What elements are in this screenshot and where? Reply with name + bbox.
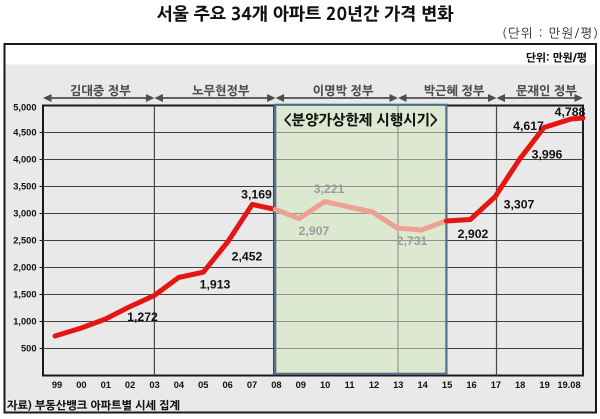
svg-text:06: 06 <box>223 380 233 390</box>
svg-text:3,996: 3,996 <box>532 147 563 161</box>
svg-text:3,307: 3,307 <box>504 197 535 211</box>
svg-text:09: 09 <box>296 380 306 390</box>
svg-text:1,913: 1,913 <box>200 277 231 291</box>
svg-text:11: 11 <box>345 380 355 390</box>
svg-text:4,788: 4,788 <box>555 105 586 119</box>
svg-text:19: 19 <box>539 380 549 390</box>
svg-text:1,000: 1,000 <box>13 317 36 327</box>
svg-text:2,000: 2,000 <box>13 263 36 273</box>
svg-text:05: 05 <box>198 380 208 390</box>
svg-text:10: 10 <box>320 380 330 390</box>
svg-text:3,000: 3,000 <box>13 209 36 219</box>
svg-text:16: 16 <box>466 380 476 390</box>
svg-text:3,500: 3,500 <box>13 182 36 192</box>
svg-text:17: 17 <box>491 380 501 390</box>
svg-text:1,272: 1,272 <box>127 310 158 324</box>
svg-text:19.08: 19.08 <box>557 380 580 390</box>
svg-text:13: 13 <box>393 380 403 390</box>
svg-text:2,452: 2,452 <box>232 249 263 263</box>
svg-text:08: 08 <box>271 380 281 390</box>
svg-text:500: 500 <box>21 344 37 354</box>
svg-text:02: 02 <box>125 380 135 390</box>
svg-text:14: 14 <box>418 380 429 390</box>
svg-text:5,000: 5,000 <box>13 103 36 113</box>
svg-text:3,221: 3,221 <box>314 182 345 196</box>
svg-text:18: 18 <box>515 380 525 390</box>
svg-text:04: 04 <box>174 380 185 390</box>
svg-text:1,500: 1,500 <box>13 290 36 300</box>
svg-text:01: 01 <box>101 380 111 390</box>
svg-text:12: 12 <box>369 380 379 390</box>
svg-text:4,500: 4,500 <box>13 128 36 138</box>
svg-text:2,902: 2,902 <box>458 227 489 241</box>
svg-text:2,731: 2,731 <box>397 234 428 248</box>
svg-text:00: 00 <box>76 380 86 390</box>
svg-text:15: 15 <box>442 380 452 390</box>
svg-text:99: 99 <box>52 380 62 390</box>
svg-text:2,500: 2,500 <box>13 236 36 246</box>
svg-text:07: 07 <box>247 380 257 390</box>
svg-text:2,907: 2,907 <box>299 224 330 238</box>
svg-text:4,000: 4,000 <box>13 155 36 165</box>
svg-text:03: 03 <box>149 380 159 390</box>
svg-text:4,617: 4,617 <box>513 119 544 133</box>
svg-text:3,169: 3,169 <box>241 187 272 201</box>
